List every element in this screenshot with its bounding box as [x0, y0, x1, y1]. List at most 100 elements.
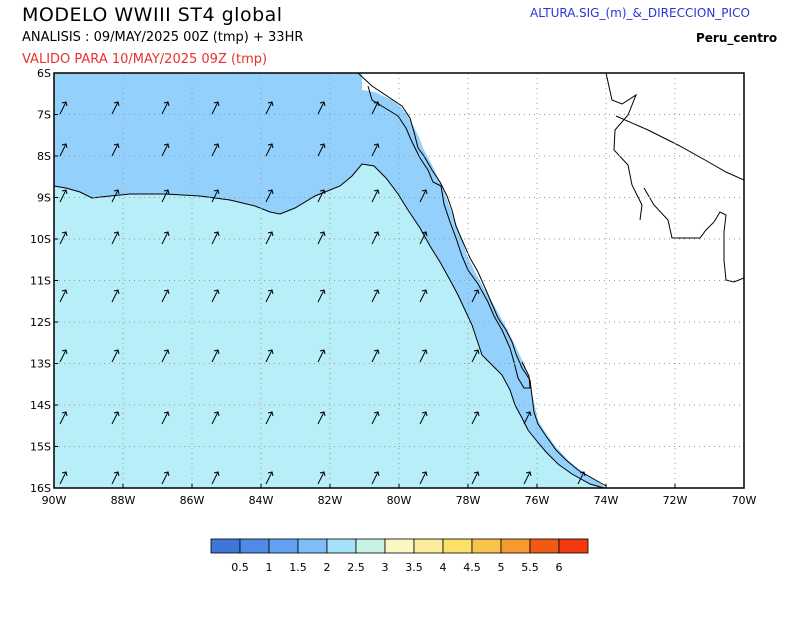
direction-arrow [317, 101, 326, 115]
region-name: Peru_centro [696, 31, 778, 45]
direction-arrow [161, 231, 170, 245]
direction-arrow [317, 189, 326, 203]
direction-arrow [211, 471, 220, 485]
colorbar-swatch [297, 538, 328, 554]
direction-arrows [59, 101, 586, 485]
lon-label: 86W [180, 494, 205, 507]
direction-arrow [371, 411, 380, 425]
direction-arrow [59, 471, 68, 485]
colorbar-swatch [384, 538, 415, 554]
ocean-zone-2-2-5 [54, 164, 604, 488]
colorbar-label: 4.5 [463, 561, 481, 574]
contour-1-5m-coast [367, 85, 531, 389]
border-colombia [615, 115, 744, 181]
direction-arrow [577, 471, 586, 485]
analysis-time: ANALISIS : 09/MAY/2025 00Z (tmp) + 33HR [22, 30, 304, 45]
direction-arrow [317, 411, 326, 425]
colorbar-label: 3.5 [405, 561, 423, 574]
lat-label: 8S [37, 150, 51, 163]
colorbar-label: 6 [556, 561, 563, 574]
direction-arrow [211, 101, 220, 115]
colorbar-label: 2.5 [347, 561, 365, 574]
colorbar-label: 0.5 [231, 561, 249, 574]
colorbar-label: 3 [382, 561, 389, 574]
direction-arrow [317, 349, 326, 363]
direction-arrow [111, 101, 120, 115]
direction-arrow [419, 231, 428, 245]
colorbar-swatch [355, 538, 386, 554]
direction-arrow [371, 471, 380, 485]
colorbar-label: 2 [324, 561, 331, 574]
coastline [357, 73, 607, 487]
direction-arrow [161, 189, 170, 203]
direction-arrow [211, 289, 220, 303]
direction-arrow [59, 349, 68, 363]
direction-arrow [111, 349, 120, 363]
direction-arrow [523, 471, 532, 485]
direction-arrow [317, 143, 326, 157]
lon-label: 84W [249, 494, 274, 507]
direction-arrow [111, 231, 120, 245]
direction-arrow [211, 411, 220, 425]
direction-arrow [471, 471, 480, 485]
colorbar [210, 538, 589, 554]
lon-label: 90W [42, 494, 67, 507]
direction-arrow [265, 471, 274, 485]
colorbar-swatch [529, 538, 560, 554]
direction-arrow [161, 411, 170, 425]
lon-label: 72W [663, 494, 688, 507]
direction-arrow [371, 349, 380, 363]
direction-arrow [371, 289, 380, 303]
direction-arrow [265, 231, 274, 245]
colorbar-label: 1.5 [289, 561, 307, 574]
colorbar-swatch [239, 538, 270, 554]
direction-arrow [161, 289, 170, 303]
direction-arrow [471, 289, 480, 303]
direction-arrow [211, 189, 220, 203]
direction-arrow [211, 231, 220, 245]
colorbar-swatch [326, 538, 357, 554]
colorbar-swatch [210, 538, 241, 554]
graticule [54, 73, 744, 488]
lat-label: 12S [30, 316, 51, 329]
lon-label: 82W [318, 494, 343, 507]
colorbar-swatch [442, 538, 473, 554]
direction-arrow [471, 349, 480, 363]
direction-arrow [211, 349, 220, 363]
variable-name: ALTURA.SIG_(m)_&_DIRECCION_PICO [530, 6, 750, 20]
direction-arrow [265, 143, 274, 157]
colorbar-label: 1 [266, 561, 273, 574]
direction-arrow [419, 411, 428, 425]
direction-arrow [419, 349, 428, 363]
lat-label: 15S [30, 441, 51, 454]
direction-arrow [265, 101, 274, 115]
direction-arrow [265, 189, 274, 203]
direction-arrow [59, 411, 68, 425]
direction-arrow [111, 471, 120, 485]
direction-arrow [161, 143, 170, 157]
direction-arrow [111, 289, 120, 303]
colorbar-label: 5.5 [521, 561, 539, 574]
direction-arrow [371, 231, 380, 245]
colorbar-swatch [558, 538, 589, 554]
direction-arrow [59, 143, 68, 157]
lat-label: 9S [37, 192, 51, 205]
direction-arrow [59, 231, 68, 245]
direction-arrow [371, 101, 380, 115]
direction-arrow [471, 411, 480, 425]
lon-label: 70W [732, 494, 757, 507]
direction-arrow [317, 289, 326, 303]
direction-arrow [265, 411, 274, 425]
direction-arrow [419, 289, 428, 303]
direction-arrow [59, 289, 68, 303]
lat-label: 7S [37, 109, 51, 122]
direction-arrow [111, 143, 120, 157]
direction-arrow [161, 471, 170, 485]
border-ecuador [605, 73, 643, 221]
direction-arrow [111, 411, 120, 425]
direction-arrow [111, 189, 120, 203]
direction-arrow [59, 189, 68, 203]
lon-label: 88W [111, 494, 136, 507]
colorbar-swatch [413, 538, 444, 554]
